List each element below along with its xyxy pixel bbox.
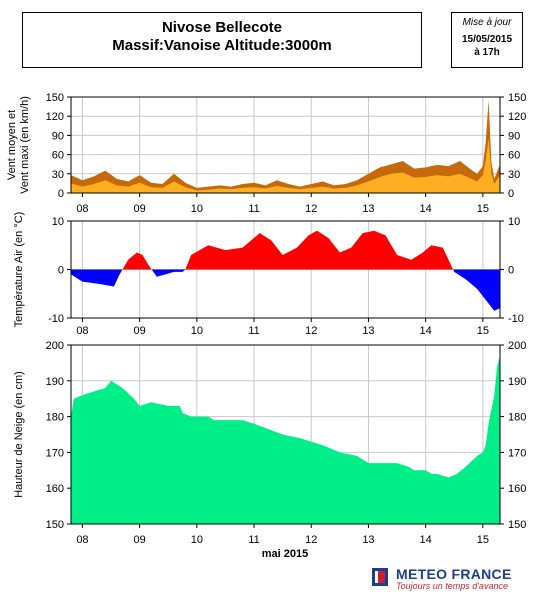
snow-ylabel: Hauteur de Neige (en cm) <box>13 371 25 498</box>
update-box: Mise à jour 15/05/2015 à 17h <box>451 12 523 68</box>
temperature-ytick-label-right: 10 <box>508 216 520 228</box>
wind-xtick-label: 09 <box>134 203 146 215</box>
meteo-france-logo-icon <box>372 568 388 586</box>
temperature-xtick-label: 08 <box>76 325 88 337</box>
wind-ytick-label-right: 120 <box>508 111 526 123</box>
update-date: 15/05/2015 <box>461 34 513 45</box>
wind-xtick-label: 08 <box>76 203 88 215</box>
temperature-chart: -10 -10 0 0 10 10 08 09 10 11 12 13 14 15 Température … <box>13 212 524 337</box>
snow-ytick-label-left: 170 <box>46 447 64 459</box>
wind-ytick-label-left: 60 <box>52 150 64 162</box>
logo-tagline: Toujours un temps d'avance <box>396 581 508 591</box>
snow-ytick-label-right: 160 <box>508 483 526 495</box>
wind-xtick-label: 14 <box>420 203 432 215</box>
temperature-negative-area <box>71 269 500 311</box>
wind-plot-frame <box>70 96 501 194</box>
wind-max-area <box>71 100 500 193</box>
month-label: mai 2015 <box>262 548 308 560</box>
temperature-xtick-label: 11 <box>248 325 259 337</box>
temperature-ytick-label-left: 10 <box>52 216 64 228</box>
snow-xtick-label: 14 <box>420 534 432 546</box>
snow-ytick-label-right: 200 <box>508 340 526 352</box>
update-label: Mise à jour <box>462 17 512 28</box>
wind-ytick-label-left: 0 <box>58 188 64 200</box>
temperature-ytick-label-left: 0 <box>58 265 64 277</box>
temperature-xtick-label: 15 <box>477 325 489 337</box>
wind-xtick-label: 11 <box>248 203 259 215</box>
temperature-ytick-label-right: -10 <box>508 313 524 325</box>
wind-ytick-label-left: 150 <box>46 92 64 104</box>
snow-plot-frame <box>70 344 501 525</box>
snow-chart: 150 150 160 160 170 170 180 180 190 190 200 200 08 09… <box>13 340 526 560</box>
snow-ytick-label-left: 190 <box>46 376 64 388</box>
snow-xtick-label: 09 <box>134 534 146 546</box>
wind-ytick-label-right: 30 <box>508 169 520 181</box>
wind-ytick-label-right: 150 <box>508 92 526 104</box>
temperature-xtick-label: 10 <box>191 325 203 337</box>
wind-ytick-label-left: 120 <box>46 111 64 123</box>
snow-xtick-label: 10 <box>191 534 203 546</box>
update-time: à 17h <box>474 47 500 58</box>
temperature-ytick-label-right: 0 <box>508 265 514 277</box>
temperature-xtick-label: 09 <box>134 325 146 337</box>
station-subtitle: Massif:Vanoise Altitude:3000m <box>112 37 332 54</box>
snow-ytick-label-right: 170 <box>508 447 526 459</box>
station-title: Nivose Bellecote <box>161 19 283 36</box>
snow-ytick-label-left: 150 <box>46 519 64 531</box>
meteo-france-logo: METEO FRANCE Toujours un temps d'avance <box>372 566 532 592</box>
temperature-xtick-label: 14 <box>420 325 432 337</box>
snow-xtick-label: 13 <box>362 534 374 546</box>
wind-xtick-label: 13 <box>362 203 374 215</box>
wind-xtick-label: 15 <box>477 203 489 215</box>
wind-xtick-label: 12 <box>305 203 317 215</box>
wind-chart: 0 0 30 30 60 60 90 90 120 120 150 150 08 09 10 11 12 13 14… <box>6 92 526 215</box>
logo-name: METEO FRANCE <box>396 566 512 582</box>
wind-ytick-label-left: 90 <box>52 130 64 142</box>
temperature-xtick-label: 12 <box>305 325 317 337</box>
temperature-xtick-label: 13 <box>362 325 374 337</box>
temperature-ytick-label-left: -10 <box>48 313 64 325</box>
snow-ytick-label-right: 190 <box>508 376 526 388</box>
snow-xtick-label: 11 <box>248 534 259 546</box>
wind-ytick-label-right: 90 <box>508 130 520 142</box>
snow-ytick-label-left: 180 <box>46 412 64 424</box>
title-box: Nivose Bellecote Massif:Vanoise Altitude… <box>22 12 422 68</box>
wind-ytick-label-right: 0 <box>508 188 514 200</box>
temperature-ylabel: Température Air (en °C) <box>13 212 25 328</box>
snow-ytick-label-left: 160 <box>46 483 64 495</box>
temperature-positive-area <box>71 230 500 270</box>
wind-ytick-label-right: 60 <box>508 150 520 162</box>
wind-ytick-label-left: 30 <box>52 169 64 181</box>
snow-ytick-label-right: 150 <box>508 519 526 531</box>
snow-ytick-label-left: 200 <box>46 340 64 352</box>
wind-mean-area <box>71 138 500 193</box>
wind-xtick-label: 10 <box>191 203 203 215</box>
snow-xtick-label: 08 <box>76 534 88 546</box>
snow-xtick-label: 12 <box>305 534 317 546</box>
snow-xtick-label: 15 <box>477 534 489 546</box>
snow-ytick-label-right: 180 <box>508 412 526 424</box>
wind-ylabel: Vent moyen etVent maxi (en km/h) <box>6 96 31 194</box>
snow-depth-area <box>71 355 500 524</box>
